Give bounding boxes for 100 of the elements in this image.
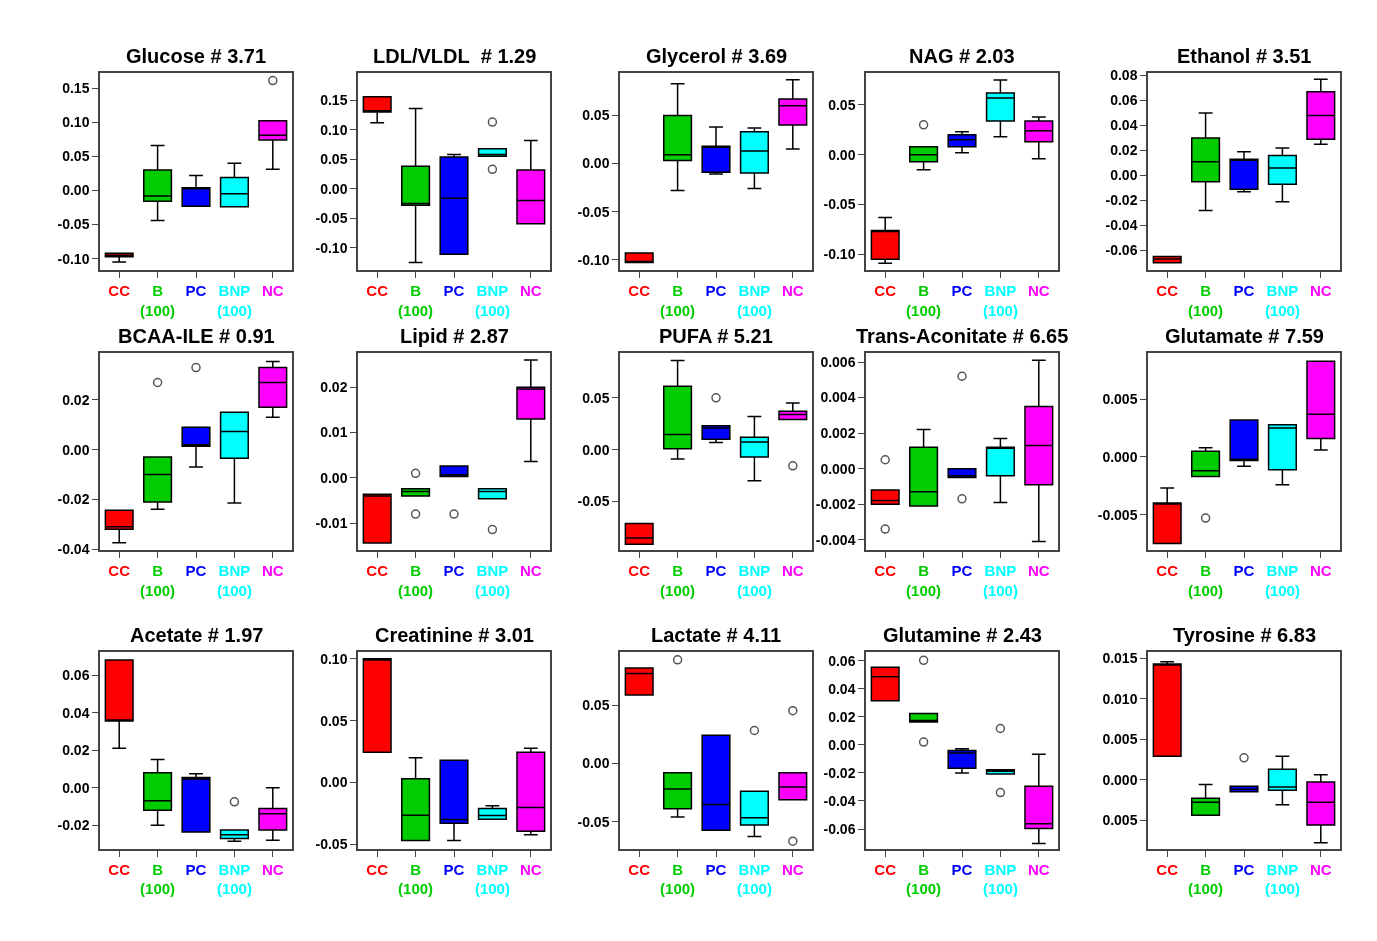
y-tick-label: 0.10 xyxy=(62,114,90,131)
x-tick-label: B (100) xyxy=(140,860,176,898)
chart-title: Lipid # 2.87 xyxy=(400,325,509,347)
x-tick-label: CC xyxy=(628,562,651,580)
y-tick-label: 0.010 xyxy=(1102,690,1138,707)
chart-title: Glucose # 3.71 xyxy=(126,45,267,67)
x-tick-label: NC xyxy=(519,282,542,300)
y-tick-label: 0.00 xyxy=(62,441,90,458)
x-tick-label: NC xyxy=(1027,282,1050,300)
y-tick-label: 0.005 xyxy=(1102,391,1138,408)
y-tick-label: 0.02 xyxy=(320,379,348,396)
chart-title: Lactate # 4.11 xyxy=(651,624,782,646)
chart-title: Glycerol # 3.69 xyxy=(646,45,788,67)
y-tick-label: 0.00 xyxy=(828,146,856,163)
y-tick-label: 0.00 xyxy=(320,774,348,791)
x-tick-label: BNP (100) xyxy=(982,282,1018,319)
x-tick-label: PC xyxy=(705,562,727,580)
chart-title: Acetate # 1.97 xyxy=(130,624,264,646)
y-tick-label: -0.01 xyxy=(315,515,348,532)
y-tick-label: 0.04 xyxy=(828,680,856,697)
y-tick-label: 0.15 xyxy=(320,92,348,109)
x-tick-label: BNP (100) xyxy=(736,282,772,319)
x-tick-label: NC xyxy=(1309,562,1332,580)
x-tick-label: B (100) xyxy=(660,282,696,319)
x-tick-label: BNP (100) xyxy=(474,860,510,898)
x-tick-label: PC xyxy=(443,282,465,300)
x-tick-label: CC xyxy=(366,860,389,878)
x-tick-label: PC xyxy=(185,282,207,300)
x-tick-label: CC xyxy=(1156,860,1179,878)
x-tick-label: CC xyxy=(1156,562,1179,580)
x-tick-label: B (100) xyxy=(140,562,176,599)
y-tick-label: 0.00 xyxy=(582,755,610,772)
x-tick-label: B (100) xyxy=(660,562,696,599)
y-tick-label: 0.005 xyxy=(1102,731,1138,748)
y-tick-label: 0.02 xyxy=(62,391,90,408)
chart-title: Glutamate # 7.59 xyxy=(1165,325,1324,347)
x-tick-label: BNP (100) xyxy=(216,562,252,599)
y-tick-label: -0.06 xyxy=(823,820,856,837)
y-tick-label: 0.06 xyxy=(62,666,90,683)
chart-title: LDL/VLDL # 1.29 xyxy=(373,45,537,67)
y-tick-label: 0.15 xyxy=(62,79,90,96)
y-tick-label: 0.000 xyxy=(820,460,856,477)
y-tick-label: -0.10 xyxy=(57,250,90,267)
x-tick-label: PC xyxy=(951,562,973,580)
x-tick-label: BNP (100) xyxy=(736,860,772,898)
x-tick-label: NC xyxy=(1309,860,1332,878)
x-tick-label: B (100) xyxy=(398,562,434,599)
x-tick-label: BNP (100) xyxy=(474,282,510,319)
y-tick-label: -0.04 xyxy=(57,541,90,558)
x-tick-label: B (100) xyxy=(906,562,942,599)
y-tick-label: -0.06 xyxy=(1105,242,1138,259)
x-tick-label: CC xyxy=(874,282,897,300)
x-tick-label: BNP (100) xyxy=(474,562,510,599)
x-tick-label: NC xyxy=(1027,562,1050,580)
x-tick-label: BNP (100) xyxy=(216,860,252,898)
x-tick-label: BNP (100) xyxy=(1264,562,1300,599)
y-tick-label: 0.006 xyxy=(820,353,856,370)
y-tick-label: -0.05 xyxy=(315,210,348,227)
y-tick-label: -0.05 xyxy=(577,203,610,220)
y-tick-label: 0.05 xyxy=(320,151,348,168)
x-tick-label: B (100) xyxy=(1188,282,1224,319)
y-tick-label: 0.04 xyxy=(1110,117,1138,134)
y-tick-label: -0.02 xyxy=(57,491,90,508)
x-tick-label: PC xyxy=(185,860,207,878)
x-tick-label: PC xyxy=(951,282,973,300)
y-tick-label: 0.05 xyxy=(828,96,856,113)
x-tick-label: B (100) xyxy=(398,282,434,319)
y-tick-label: 0.015 xyxy=(1102,650,1138,667)
x-tick-label: CC xyxy=(1156,282,1179,300)
y-tick-label: 0.02 xyxy=(1110,142,1138,159)
y-tick-label: 0.00 xyxy=(62,779,90,796)
x-tick-label: BNP (100) xyxy=(216,282,252,319)
x-tick-label: CC xyxy=(108,562,131,580)
x-tick-label: PC xyxy=(705,860,727,878)
chart-title: BCAA-ILE # 0.91 xyxy=(118,325,275,347)
y-tick-label: 0.02 xyxy=(62,742,90,759)
x-tick-label: NC xyxy=(1027,860,1050,878)
y-tick-label: -0.10 xyxy=(577,251,610,268)
y-tick-label: -0.02 xyxy=(823,764,856,781)
y-tick-label: 0.002 xyxy=(820,425,856,441)
y-tick-label: 0.05 xyxy=(320,712,348,729)
x-tick-label: BNP (100) xyxy=(736,562,772,599)
chart-title: Tyrosine # 6.83 xyxy=(1173,624,1317,646)
x-tick-label: PC xyxy=(185,562,207,580)
y-tick-label: 0.000 xyxy=(1102,771,1138,788)
x-tick-label: PC xyxy=(1233,860,1255,878)
x-tick-label: PC xyxy=(443,860,465,878)
y-tick-label: 0.05 xyxy=(582,107,610,124)
x-tick-label: PC xyxy=(1233,282,1255,300)
y-tick-label: 0.10 xyxy=(320,650,348,667)
y-tick-label: -0.05 xyxy=(577,493,610,510)
x-tick-label: NC xyxy=(261,282,284,300)
y-tick-label: 0.004 xyxy=(820,389,856,406)
x-tick-label: CC xyxy=(108,282,131,300)
y-tick-label: 0.00 xyxy=(320,180,348,197)
y-tick-label: -0.05 xyxy=(315,836,348,853)
y-tick-label: -0.02 xyxy=(57,817,90,834)
x-tick-label: NC xyxy=(781,282,804,300)
y-tick-label: 0.00 xyxy=(828,736,856,753)
y-tick-label: -0.10 xyxy=(315,239,348,256)
